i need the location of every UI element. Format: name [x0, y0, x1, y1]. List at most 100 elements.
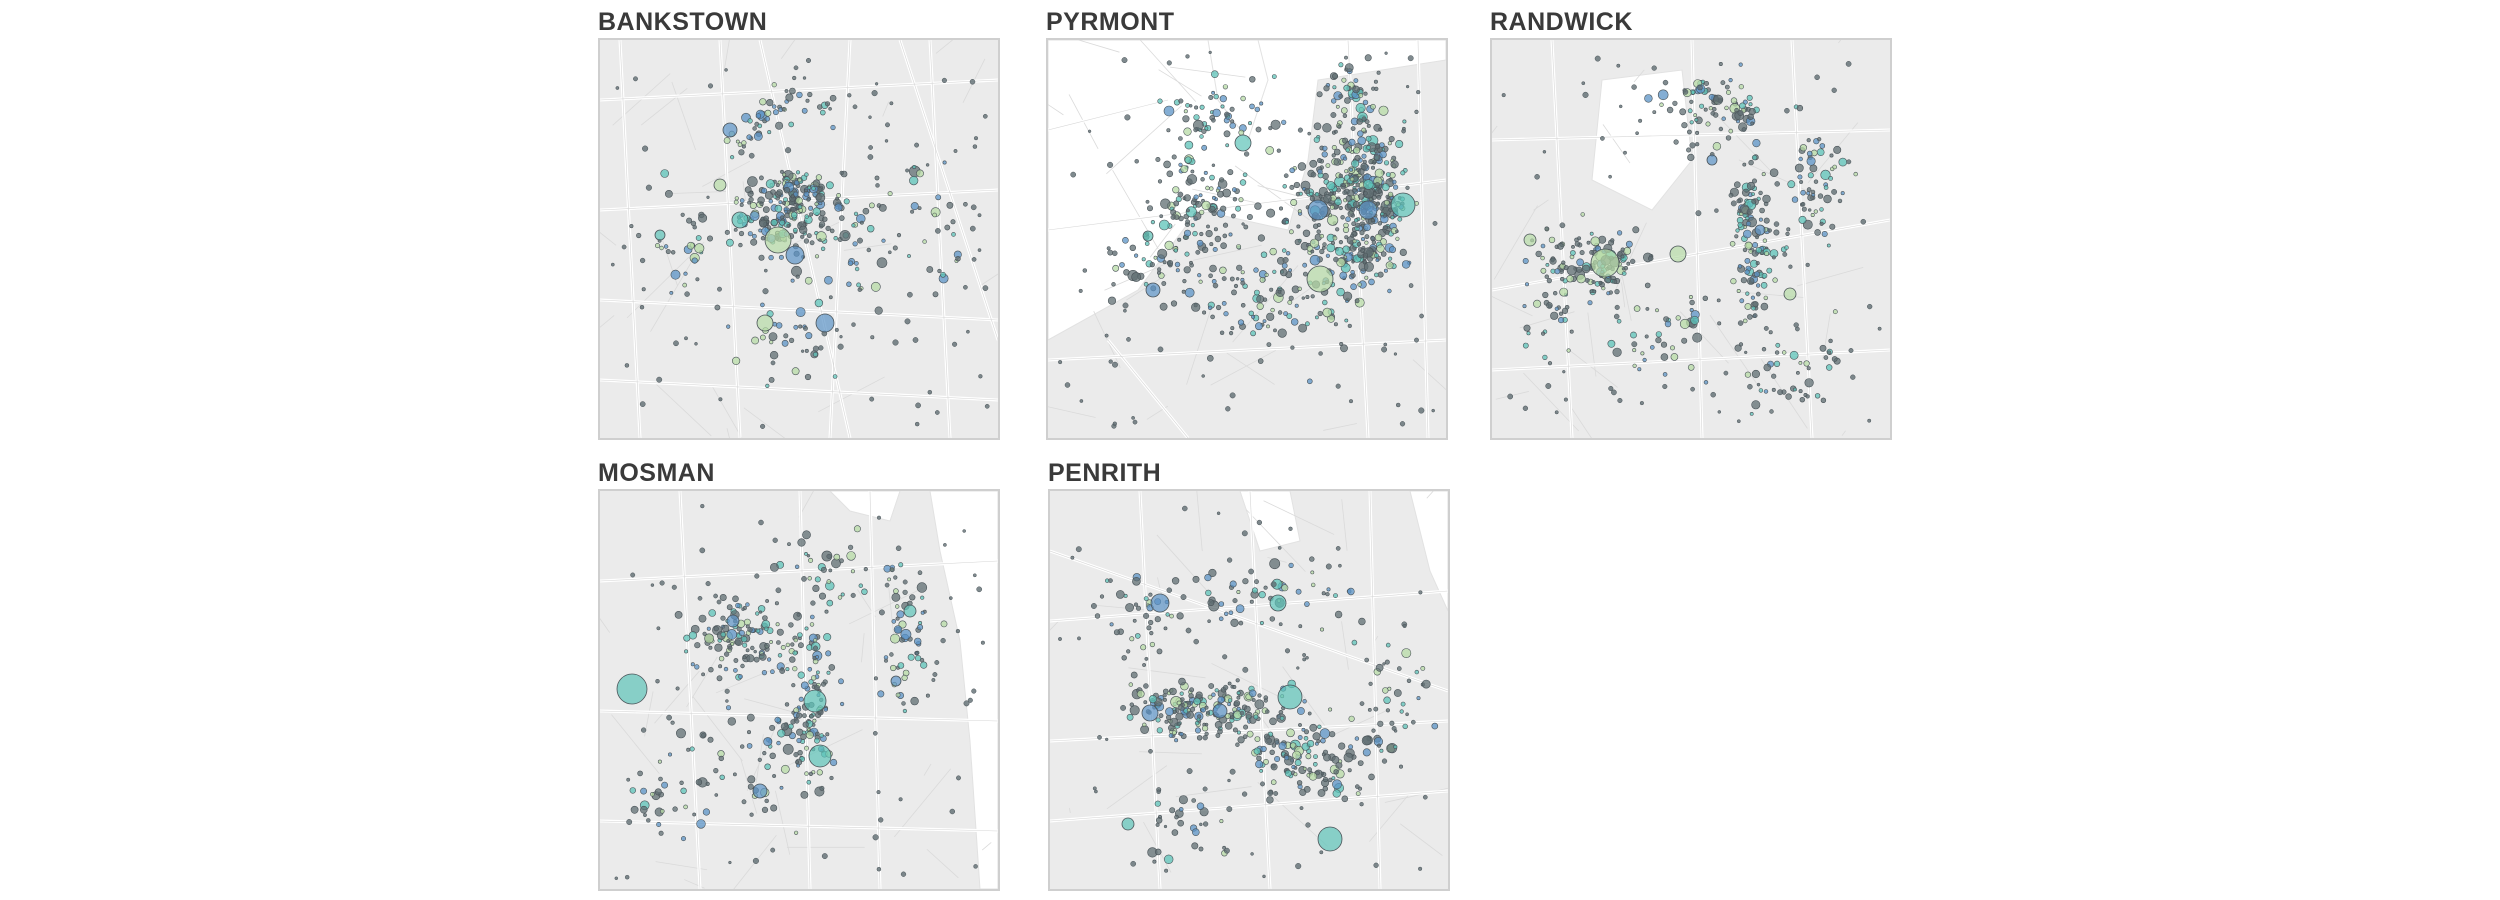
data-point — [692, 812, 697, 817]
data-point — [1197, 273, 1202, 278]
minor-road — [1093, 311, 1121, 368]
data-point — [1744, 303, 1752, 310]
data-point — [1214, 721, 1223, 729]
data-point — [1229, 331, 1234, 336]
data-point — [1262, 319, 1267, 324]
data-point — [1522, 342, 1529, 349]
data-point — [1228, 610, 1234, 616]
data-bubble — [1754, 224, 1766, 236]
data-point — [1269, 287, 1274, 292]
map-view[interactable] — [598, 38, 1000, 440]
data-point — [1298, 191, 1303, 196]
data-point — [1338, 759, 1343, 764]
data-point — [797, 538, 806, 547]
data-point — [691, 257, 698, 264]
map-canvas[interactable] — [1048, 40, 1446, 438]
data-point — [1755, 291, 1761, 297]
data-point — [963, 284, 968, 290]
data-point — [1763, 389, 1769, 394]
map-canvas[interactable] — [600, 491, 998, 889]
data-point — [775, 622, 780, 627]
data-point — [1353, 146, 1361, 154]
data-point — [1612, 347, 1622, 357]
data-point — [1675, 315, 1681, 321]
data-point — [764, 763, 771, 770]
data-point — [1811, 192, 1816, 197]
data-point — [1335, 383, 1341, 389]
data-point — [1755, 235, 1759, 240]
data-point — [1332, 85, 1337, 90]
data-point — [1764, 251, 1769, 256]
data-point — [1735, 228, 1740, 233]
map-canvas[interactable] — [1492, 40, 1890, 438]
data-point — [640, 787, 647, 795]
data-point — [1850, 374, 1856, 380]
data-point — [1218, 601, 1225, 607]
data-point — [826, 670, 831, 675]
data-point — [973, 136, 979, 141]
data-point — [800, 733, 807, 740]
data-point — [801, 713, 807, 719]
data-point — [1149, 262, 1155, 268]
data-point — [1334, 198, 1342, 206]
map-view[interactable] — [1048, 489, 1450, 891]
map-view[interactable] — [1490, 38, 1892, 440]
data-point — [1377, 188, 1383, 194]
data-point — [982, 113, 988, 119]
data-point — [1266, 208, 1276, 218]
data-point — [907, 291, 913, 298]
data-point — [1798, 156, 1803, 162]
data-point — [1741, 188, 1750, 197]
data-point — [1737, 222, 1743, 228]
data-point — [1248, 568, 1254, 575]
data-point — [659, 808, 665, 814]
data-point — [738, 149, 745, 156]
data-point — [1316, 739, 1321, 744]
minor-road — [861, 633, 865, 663]
data-point — [794, 718, 800, 724]
data-point — [1338, 742, 1346, 750]
data-point — [659, 580, 665, 586]
data-point — [1128, 682, 1134, 687]
data-point — [1164, 719, 1169, 724]
data-point — [1542, 354, 1548, 361]
data-point — [682, 282, 687, 288]
data-point — [1737, 264, 1743, 269]
data-point — [834, 327, 839, 332]
data-point — [1288, 295, 1294, 301]
data-point — [1342, 137, 1349, 144]
data-point — [1295, 588, 1302, 595]
data-point — [1345, 216, 1351, 222]
data-point — [1178, 136, 1183, 141]
map-view[interactable] — [1046, 38, 1448, 440]
data-point — [708, 645, 713, 650]
data-point — [807, 185, 812, 190]
data-point — [1154, 616, 1161, 623]
data-point — [875, 183, 880, 188]
data-point — [800, 234, 805, 239]
data-point — [1371, 194, 1377, 200]
data-point — [1368, 197, 1373, 202]
data-point — [1338, 205, 1343, 211]
data-point — [1202, 786, 1208, 792]
data-point — [1169, 687, 1177, 696]
data-point — [1183, 109, 1188, 114]
data-point — [1143, 596, 1149, 601]
data-point — [1414, 109, 1419, 114]
data-point — [1236, 730, 1241, 735]
data-point — [1224, 111, 1230, 118]
data-point — [708, 609, 716, 617]
data-point — [1219, 819, 1224, 824]
data-point — [1364, 240, 1369, 245]
minor-road — [1412, 359, 1446, 391]
data-bubble — [815, 313, 835, 333]
data-point — [976, 586, 983, 593]
map-canvas[interactable] — [1050, 491, 1448, 889]
data-point — [676, 728, 687, 739]
data-point — [869, 396, 875, 402]
map-view[interactable] — [598, 489, 1000, 891]
data-point — [671, 584, 677, 590]
map-canvas[interactable] — [600, 40, 998, 438]
data-point — [868, 202, 875, 209]
data-point — [720, 631, 726, 638]
